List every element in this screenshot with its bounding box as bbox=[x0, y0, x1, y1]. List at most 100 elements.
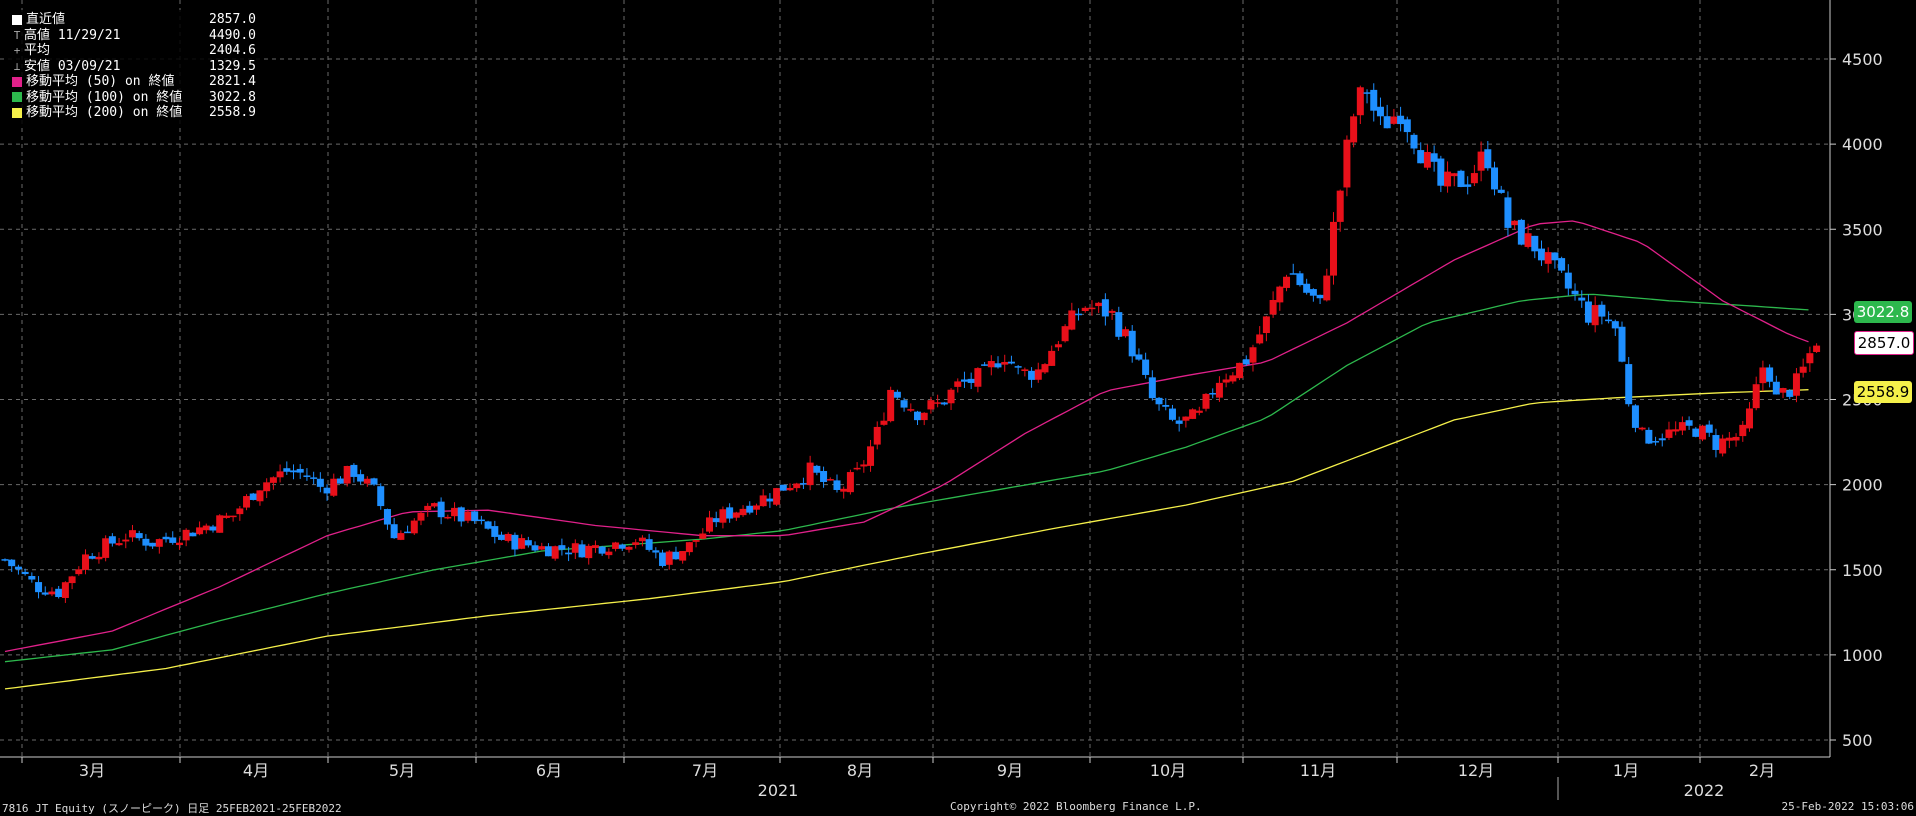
candle-body bbox=[457, 507, 465, 522]
candle-body bbox=[1121, 329, 1129, 337]
candle-body bbox=[679, 551, 687, 561]
candle-body bbox=[873, 426, 881, 445]
candle-body bbox=[632, 542, 640, 545]
candle-body bbox=[1343, 139, 1351, 188]
candle-body bbox=[1061, 326, 1069, 342]
candle-body bbox=[68, 576, 76, 584]
candle-body bbox=[1423, 151, 1431, 168]
legend-value: 2857.0 bbox=[209, 12, 256, 27]
legend-symbol-icon: ⊥ bbox=[13, 59, 21, 73]
legend-swatch bbox=[12, 92, 22, 103]
candle-body bbox=[934, 402, 942, 404]
y-tick-label: 4500 bbox=[1842, 50, 1883, 69]
candle-body bbox=[14, 566, 22, 570]
grid bbox=[0, 0, 1830, 757]
candle-body bbox=[920, 412, 928, 421]
candle-body bbox=[1034, 369, 1042, 380]
candle-body bbox=[1336, 190, 1344, 222]
candle-body bbox=[142, 538, 150, 546]
candle-body bbox=[1135, 354, 1143, 360]
candle-body bbox=[350, 464, 358, 477]
candle-body bbox=[1719, 438, 1727, 454]
candle-body bbox=[1075, 313, 1083, 316]
candle-body bbox=[1511, 220, 1519, 226]
candle-body bbox=[82, 554, 90, 570]
candle-body bbox=[102, 538, 110, 558]
candle-body bbox=[665, 551, 673, 565]
legend-swatch bbox=[12, 14, 22, 25]
candle-body bbox=[290, 470, 298, 473]
candle-body bbox=[451, 507, 459, 517]
candle-body bbox=[1007, 361, 1015, 364]
legend-row: ⊥ 安値 03/09/21 1329.5 bbox=[10, 59, 256, 75]
candle-body bbox=[887, 389, 895, 422]
candle-body bbox=[1236, 362, 1244, 379]
candle-body bbox=[41, 592, 49, 595]
candle-body bbox=[1584, 301, 1592, 323]
x-tick-label: 12月 bbox=[1458, 761, 1494, 780]
candle-body bbox=[1262, 316, 1270, 334]
candle-body bbox=[1491, 167, 1499, 190]
candle-body bbox=[1256, 334, 1264, 344]
legend-row: 移動平均 (100) on 終値 3022.8 bbox=[10, 90, 256, 106]
candle-body bbox=[685, 542, 693, 553]
candle-body bbox=[1249, 347, 1257, 363]
candle-body bbox=[833, 480, 841, 490]
y-tick-label: 500 bbox=[1842, 731, 1873, 750]
y-tick-label: 2000 bbox=[1842, 476, 1883, 495]
legend-row: 移動平均 (200) on 終値 2558.9 bbox=[10, 105, 256, 121]
candle-body bbox=[1175, 420, 1183, 424]
candle-body bbox=[1229, 375, 1237, 382]
ma100-flag: 3022.8 bbox=[1854, 301, 1912, 323]
candle-body bbox=[1524, 233, 1532, 247]
candle-body bbox=[108, 536, 116, 544]
last-price-flag: 2857.0 bbox=[1854, 331, 1914, 355]
candle-body bbox=[1309, 289, 1317, 296]
candle-body bbox=[1732, 436, 1740, 441]
candle-body bbox=[1779, 388, 1787, 393]
candle-body bbox=[1376, 106, 1384, 117]
candle-body bbox=[739, 508, 747, 516]
candle-body bbox=[1041, 364, 1049, 373]
candle-body bbox=[1303, 283, 1311, 293]
candle-body bbox=[940, 402, 948, 405]
candle-body bbox=[477, 519, 485, 522]
candle-body bbox=[1383, 116, 1391, 129]
candle-body bbox=[538, 546, 546, 550]
candle-body bbox=[1242, 359, 1250, 365]
footer-timestamp: 25-Feb-2022 15:03:06 bbox=[1781, 800, 1914, 813]
candle-body bbox=[323, 487, 331, 494]
candle-body bbox=[1658, 438, 1666, 441]
legend-label: 安値 03/09/21 bbox=[24, 58, 121, 74]
candle-body bbox=[618, 544, 626, 549]
candle-body bbox=[1497, 189, 1505, 193]
candle-body bbox=[994, 363, 1002, 368]
candle-body bbox=[591, 545, 599, 549]
ma100-line bbox=[4, 293, 1809, 663]
footer-copyright: Copyright© 2022 Bloomberg Finance L.P. bbox=[950, 800, 1202, 813]
candle-body bbox=[1591, 305, 1599, 326]
candle-body bbox=[48, 591, 56, 595]
candle-body bbox=[1088, 307, 1096, 310]
candle-body bbox=[1739, 424, 1747, 437]
legend-row: 移動平均 (50) on 終値 2821.4 bbox=[10, 74, 256, 90]
candle-body bbox=[511, 534, 519, 550]
candle-body bbox=[806, 462, 814, 486]
candle-body bbox=[1444, 171, 1452, 187]
candle-body bbox=[1578, 297, 1586, 301]
candle-body bbox=[404, 531, 412, 534]
candle-body bbox=[21, 571, 29, 575]
candle-body bbox=[625, 546, 633, 550]
candle-body bbox=[1504, 197, 1512, 228]
ma200-flag: 2558.9 bbox=[1854, 381, 1912, 403]
moving-average-lines bbox=[4, 220, 1809, 690]
candle-body bbox=[276, 471, 284, 478]
candle-body bbox=[793, 483, 801, 489]
x-tick-label: 7月 bbox=[692, 761, 718, 780]
candle-body bbox=[1417, 150, 1425, 164]
candle-body bbox=[867, 446, 875, 466]
candle-body bbox=[1168, 408, 1176, 420]
candle-body bbox=[967, 378, 975, 383]
candle-body bbox=[1652, 441, 1660, 443]
